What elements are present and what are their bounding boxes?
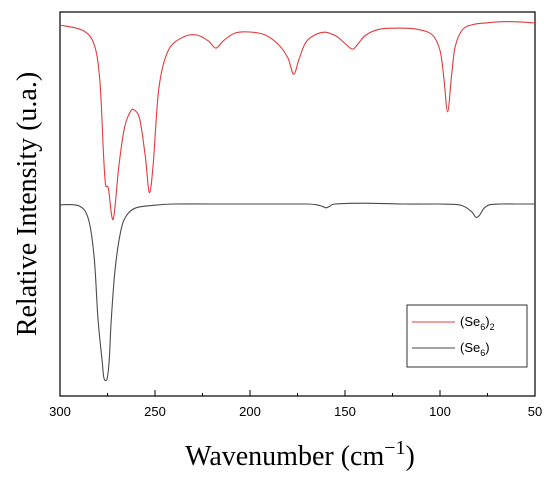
y-axis-label: Relative Intensity (u.a.)	[12, 72, 43, 336]
series-line-0	[59, 21, 536, 220]
x-tick-label: 150	[334, 404, 356, 419]
x-tick-label: 50	[528, 404, 542, 419]
x-tick-label: 200	[239, 404, 261, 419]
x-tick-label: 250	[144, 404, 166, 419]
x-tick-label: 100	[429, 404, 451, 419]
legend-box	[406, 304, 528, 368]
x-axis-ticks: 300 250 200 150 100 50	[49, 390, 542, 419]
x-axis-label-close: )	[406, 441, 415, 472]
legend-label-se6-2: (Se6)2	[460, 314, 495, 332]
series-line-1	[59, 202, 535, 382]
x-axis-label-main: Wavenumber (cm	[185, 441, 384, 472]
x-axis-label: Wavenumber (cm−1)	[185, 437, 415, 472]
x-axis-label-superscript: −1	[384, 437, 405, 459]
legend: (Se6)2 (Se6)	[406, 304, 528, 368]
legend-label-se6: (Se6)	[460, 340, 490, 358]
x-tick-label: 300	[49, 404, 71, 419]
series-layer	[59, 21, 536, 382]
